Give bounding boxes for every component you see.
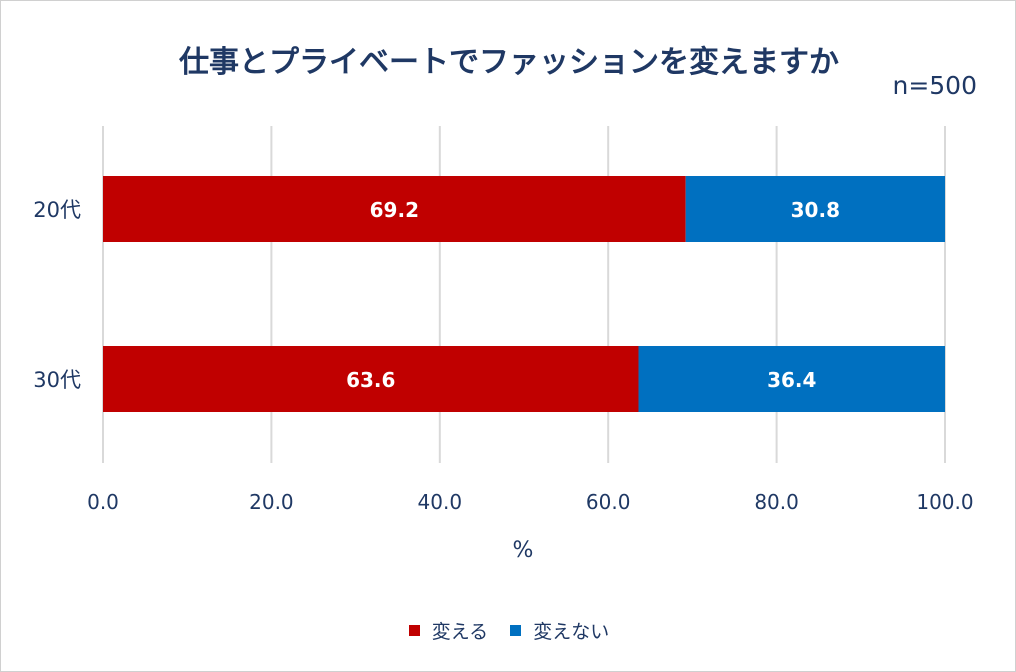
legend-swatch-change bbox=[408, 625, 420, 636]
legend: 変える 変えない bbox=[1, 617, 1016, 644]
x-tick-label: 80.0 bbox=[754, 490, 799, 514]
legend-item-change: 変える bbox=[408, 617, 489, 644]
x-tick-label: 100.0 bbox=[916, 490, 973, 514]
x-tick-label: 60.0 bbox=[586, 490, 631, 514]
legend-swatch-no-change bbox=[510, 625, 522, 636]
sample-size-label: n=500 bbox=[892, 71, 977, 100]
bar-segment bbox=[685, 176, 945, 242]
category-label: 20代 bbox=[33, 198, 81, 222]
x-tick-label: 20.0 bbox=[249, 490, 294, 514]
data-label: 36.4 bbox=[767, 368, 816, 392]
labels: 0.0 20.0 40.0 60.0 80.0 100.0 20代 69.2 30.8 30代 63… bbox=[33, 198, 973, 514]
legend-label-no-change: 変えない bbox=[533, 621, 610, 643]
bar-plot: 0.0 20.0 40.0 60.0 80.0 100.0 20代 69.2 30.8 30代 63… bbox=[33, 126, 974, 563]
data-label: 69.2 bbox=[370, 198, 419, 222]
legend-item-no-change: 変えない bbox=[510, 617, 609, 644]
bars bbox=[103, 176, 945, 412]
bar-segment bbox=[638, 346, 945, 412]
category-label: 30代 bbox=[33, 368, 81, 392]
x-tick-label: 0.0 bbox=[87, 490, 119, 514]
x-axis-title: % bbox=[513, 538, 534, 563]
data-label: 63.6 bbox=[346, 368, 395, 392]
legend-label-change: 変える bbox=[431, 621, 489, 643]
x-tick-label: 40.0 bbox=[418, 490, 463, 514]
bar-segment bbox=[103, 176, 686, 242]
bar-segment bbox=[103, 346, 639, 412]
chart-title: 仕事とプライベートでファッションを変えますか bbox=[179, 45, 839, 80]
data-label: 30.8 bbox=[791, 198, 840, 222]
